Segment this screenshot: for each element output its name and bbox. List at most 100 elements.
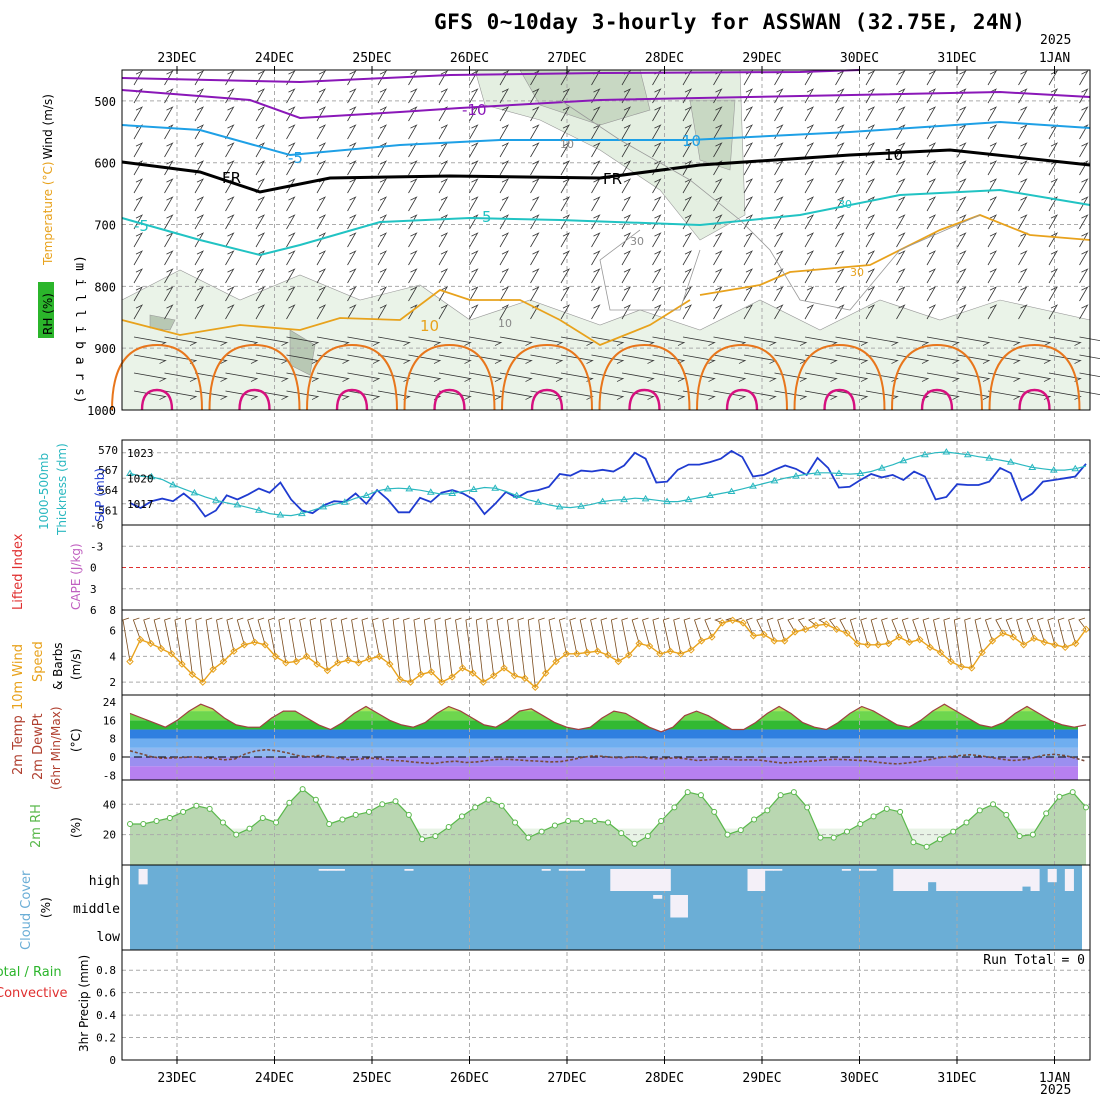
wind-barb xyxy=(316,160,327,176)
wind-barb xyxy=(316,70,327,86)
rh-marker xyxy=(697,792,704,799)
wind-barb xyxy=(652,106,662,122)
day-label-top: 24DEC xyxy=(255,51,294,66)
wind-barb xyxy=(591,372,625,382)
wind-barb xyxy=(896,214,906,230)
wind-barb xyxy=(743,232,754,248)
wind-barb xyxy=(382,617,391,665)
wind-barb xyxy=(499,354,533,364)
rh-marker xyxy=(751,816,758,823)
thickness-marker xyxy=(963,450,972,458)
precip-tick-label: 0.6 xyxy=(96,987,116,1000)
wind-barb xyxy=(835,286,845,302)
wind-barb xyxy=(225,390,259,400)
wind-barb xyxy=(673,617,682,654)
wind-barb xyxy=(286,214,296,230)
surface-temp-contour xyxy=(598,343,691,411)
thickness-marker xyxy=(555,502,564,510)
temp-band xyxy=(130,757,1078,767)
wind-speed-marker xyxy=(947,657,955,666)
high-cloud-gap xyxy=(901,869,911,891)
thickness-marker xyxy=(190,488,199,496)
wind-barb xyxy=(987,354,1021,364)
thickness-marker xyxy=(684,495,693,503)
wind-barb xyxy=(987,390,1021,400)
contour-label: -5 xyxy=(134,217,149,235)
wind-speed-marker xyxy=(240,641,249,649)
wind-barb xyxy=(1018,106,1028,122)
day-label-top: 28DEC xyxy=(645,51,684,66)
temp-tick-label: 8 xyxy=(109,733,116,746)
wind-barb xyxy=(901,617,910,643)
wind-barb xyxy=(1079,106,1089,122)
wind-barb xyxy=(299,617,308,657)
high-cloud-gap xyxy=(653,869,663,891)
wind-barb xyxy=(530,106,540,122)
thickness-marker xyxy=(856,469,865,476)
wind-barb xyxy=(499,286,510,302)
wind-barb xyxy=(865,196,876,212)
wind-barb xyxy=(926,214,937,230)
panel-frame xyxy=(121,69,1091,411)
wind-barb xyxy=(194,390,228,400)
rh-marker xyxy=(618,830,625,837)
wind-barb xyxy=(225,304,235,320)
wind-barb xyxy=(835,124,845,140)
pressure-tick-label: 700 xyxy=(94,219,116,233)
wind-barb xyxy=(316,196,327,212)
wind-barb xyxy=(347,124,357,140)
precip-label: 3hr Precip (mm) xyxy=(77,955,91,1052)
precip-tick-label: 0.8 xyxy=(96,964,116,977)
wind-barb xyxy=(1018,178,1028,194)
high-cloud-gap xyxy=(318,869,328,871)
wind-barb xyxy=(987,232,998,248)
wind-barb xyxy=(865,178,876,194)
wind-barb xyxy=(743,142,754,158)
rh-marker xyxy=(246,825,253,832)
wind-barb xyxy=(423,617,432,672)
rh-marker xyxy=(857,821,864,828)
wind-barb xyxy=(530,160,540,176)
rh-marker xyxy=(259,814,266,821)
thickness-marker xyxy=(727,487,736,495)
wind-barb xyxy=(682,106,693,122)
high-cloud-gap xyxy=(944,869,954,891)
wind-speed-marker xyxy=(614,657,623,666)
high-cloud-gap xyxy=(893,869,903,891)
wind-speed-marker xyxy=(157,644,165,653)
wind-barb xyxy=(255,178,266,194)
wind-barb xyxy=(330,617,339,663)
wind-barb xyxy=(438,304,449,320)
wind-barb xyxy=(704,617,713,638)
wind-barb xyxy=(984,617,993,642)
wind-barb xyxy=(469,304,479,320)
temp-units-label: (°C) xyxy=(69,728,83,752)
wind-barb xyxy=(316,372,350,382)
wind-barb xyxy=(174,617,183,665)
wind-barb xyxy=(865,268,876,284)
slp-tick-label: 1023 xyxy=(127,447,154,460)
wind-barb xyxy=(987,70,998,86)
wind-barb xyxy=(194,214,205,230)
wind-barb xyxy=(255,232,266,248)
wind-speed-marker xyxy=(521,674,529,682)
wind-barb xyxy=(591,268,601,284)
wind-barb xyxy=(1018,196,1028,212)
wind-barb xyxy=(499,268,510,284)
temperature-contour xyxy=(699,214,1091,296)
wind-barb xyxy=(164,106,174,122)
wind-speed-marker xyxy=(1082,625,1090,634)
wind-barb xyxy=(438,268,449,284)
wind-barb xyxy=(957,70,967,86)
wind-barb xyxy=(743,124,754,140)
wind-barb xyxy=(865,286,876,302)
wind-barb xyxy=(957,196,967,212)
wind-barb xyxy=(896,88,906,104)
wind-barb xyxy=(818,617,827,625)
rh-marker xyxy=(233,831,240,838)
wind-barb xyxy=(377,304,388,320)
rh-label: RH (%) xyxy=(41,293,55,335)
wind-barb xyxy=(133,124,144,140)
contour-label: 30 xyxy=(630,235,644,248)
wind-barb xyxy=(278,617,287,663)
